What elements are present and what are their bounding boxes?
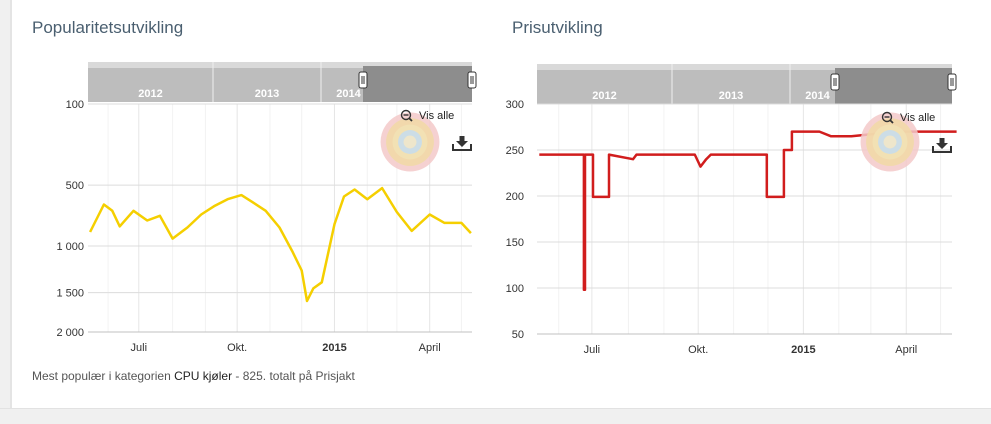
series-line	[88, 186, 472, 303]
y-tick-label: 100	[66, 99, 84, 111]
navigator-year-label: 2012	[138, 88, 162, 100]
y-tick-label: 2 000	[56, 327, 84, 339]
x-tick-label: 2015	[322, 342, 346, 354]
navigator-year-label: 2013	[255, 88, 279, 100]
navigator-area	[321, 68, 363, 102]
navigator-handle[interactable]	[467, 71, 477, 89]
bottom-strip	[0, 408, 991, 424]
navigator-selection[interactable]	[363, 66, 472, 102]
download-icon[interactable]	[456, 136, 468, 147]
navigator-area	[88, 68, 213, 102]
x-tick-label: Juli	[131, 342, 148, 354]
zoom-out-icon-handle	[408, 117, 413, 122]
y-tick-label: 1 500	[56, 288, 84, 300]
target-logo-icon	[403, 135, 417, 149]
navigator-year-label: 2014	[336, 88, 361, 100]
x-tick-label: Okt.	[227, 342, 247, 354]
card-left-border	[10, 0, 12, 408]
x-tick-label: April	[419, 342, 441, 354]
navigator-area	[213, 68, 321, 102]
caption-category-link[interactable]: CPU kjøler	[174, 369, 233, 383]
y-tick-label: 500	[66, 180, 84, 192]
download-icon-tray	[452, 144, 472, 151]
y-tick-label: 1 000	[56, 241, 84, 253]
caption-prefix: Mest populær i kategorien	[32, 369, 175, 383]
zoom-out-icon[interactable]	[400, 109, 412, 121]
caption-suffix: - 825. totalt på Prisjakt	[232, 369, 355, 383]
price-title: Prisutvikling	[512, 18, 603, 37]
popularity-title: Popularitetsutvikling	[32, 18, 184, 37]
zoom-reset-button[interactable]: Vis alle	[419, 110, 454, 122]
navigator-handle[interactable]	[358, 71, 368, 89]
popularity-caption: Mest populær i kategorien CPU kjøler - 8…	[32, 369, 355, 383]
